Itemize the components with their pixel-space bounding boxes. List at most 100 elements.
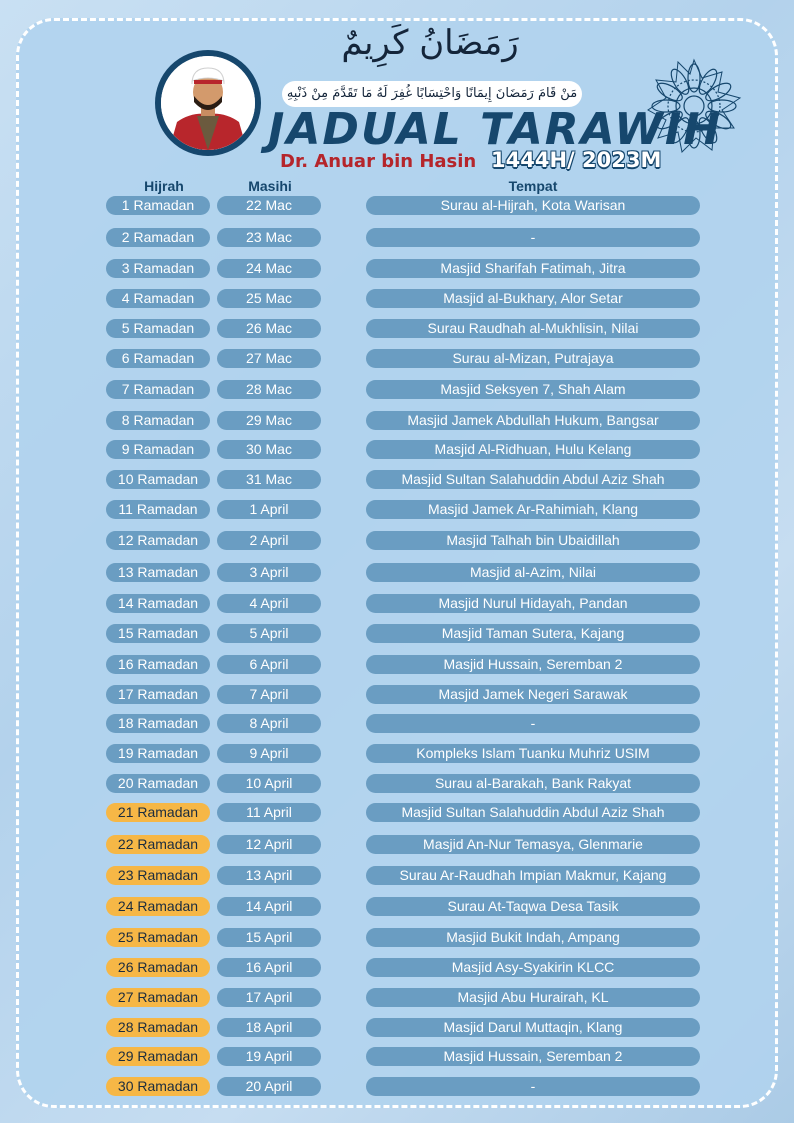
masihi-date: 18 April: [217, 1018, 321, 1037]
column-header-tempat: Tempat: [508, 178, 558, 194]
table-row: 11 Ramadan 1 April Masjid Jamek Ar-Rahimia…: [0, 500, 794, 519]
venue: Surau At-Taqwa Desa Tasik: [366, 897, 700, 916]
venue: Surau al-Mizan, Putrajaya: [366, 349, 700, 368]
page-title: JADUAL TARAWIH: [268, 104, 723, 155]
table-row: 5 Ramadan 26 Mac Surau Raudhah al-Mukhlisi…: [0, 319, 794, 338]
venue: Masjid Abu Hurairah, KL: [366, 988, 700, 1007]
hijrah-date: 10 Ramadan: [106, 470, 210, 489]
hijrah-date: 11 Ramadan: [106, 500, 210, 519]
masihi-date: 15 April: [217, 928, 321, 947]
masihi-date: 28 Mac: [217, 380, 321, 399]
table-row: 20 Ramadan 10 April Surau al-Barakah, Bank…: [0, 774, 794, 793]
hijrah-date: 16 Ramadan: [106, 655, 210, 674]
table-row: 13 Ramadan 3 April Masjid al-Azim, Nilai: [0, 563, 794, 582]
venue: Masjid Bukit Indah, Ampang: [366, 928, 700, 947]
masihi-date: 20 April: [217, 1077, 321, 1096]
table-row: 28 Ramadan 18 April Masjid Darul Muttaqin,…: [0, 1018, 794, 1037]
hijrah-date: 2 Ramadan: [106, 228, 210, 247]
table-row: 7 Ramadan 28 Mac Masjid Seksyen 7, Shah Al…: [0, 380, 794, 399]
hijrah-date: 21 Ramadan: [106, 803, 210, 822]
hijrah-date: 29 Ramadan: [106, 1047, 210, 1066]
venue: Surau Raudhah al-Mukhlisin, Nilai: [366, 319, 700, 338]
table-row: 2 Ramadan 23 Mac -: [0, 228, 794, 247]
hijrah-date: 8 Ramadan: [106, 411, 210, 430]
table-row: 3 Ramadan 24 Mac Masjid Sharifah Fatimah, …: [0, 259, 794, 278]
masihi-date: 12 April: [217, 835, 321, 854]
hijrah-date: 28 Ramadan: [106, 1018, 210, 1037]
masihi-date: 24 Mac: [217, 259, 321, 278]
ramadan-kareem-calligraphy: رَمَضَانُ كَرِيمٌ: [341, 23, 519, 63]
venue: Masjid al-Bukhary, Alor Setar: [366, 289, 700, 308]
venue: Masjid Talhah bin Ubaidillah: [366, 531, 700, 550]
table-row: 17 Ramadan 7 April Masjid Jamek Negeri Sar…: [0, 685, 794, 704]
masihi-date: 9 April: [217, 744, 321, 763]
venue: Masjid Sharifah Fatimah, Jitra: [366, 259, 700, 278]
hijrah-date: 27 Ramadan: [106, 988, 210, 1007]
year-label: 1444H/ 2023M: [491, 148, 662, 172]
masihi-date: 14 April: [217, 897, 321, 916]
hijrah-date: 22 Ramadan: [106, 835, 210, 854]
author-name: Dr. Anuar bin Hasin: [280, 151, 477, 172]
venue: Masjid Jamek Ar-Rahimiah, Klang: [366, 500, 700, 519]
hijrah-date: 19 Ramadan: [106, 744, 210, 763]
column-header-masihi: Masihi: [248, 178, 292, 194]
hijrah-date: 5 Ramadan: [106, 319, 210, 338]
hijrah-date: 3 Ramadan: [106, 259, 210, 278]
table-row: 8 Ramadan 29 Mac Masjid Jamek Abdullah Huk…: [0, 411, 794, 430]
hijrah-date: 18 Ramadan: [106, 714, 210, 733]
speaker-avatar: [155, 50, 261, 156]
masihi-date: 30 Mac: [217, 440, 321, 459]
table-row: 25 Ramadan 15 April Masjid Bukit Indah, Am…: [0, 928, 794, 947]
masihi-date: 17 April: [217, 988, 321, 1007]
masihi-date: 10 April: [217, 774, 321, 793]
masihi-date: 7 April: [217, 685, 321, 704]
masihi-date: 26 Mac: [217, 319, 321, 338]
masihi-date: 13 April: [217, 866, 321, 885]
hijrah-date: 1 Ramadan: [106, 196, 210, 215]
table-row: 29 Ramadan 19 April Masjid Hussain, Seremb…: [0, 1047, 794, 1066]
masihi-date: 5 April: [217, 624, 321, 643]
masihi-date: 1 April: [217, 500, 321, 519]
column-header-hijrah: Hijrah: [144, 178, 184, 194]
venue: Masjid Hussain, Seremban 2: [366, 655, 700, 674]
hijrah-date: 7 Ramadan: [106, 380, 210, 399]
table-row: 14 Ramadan 4 April Masjid Nurul Hidayah, P…: [0, 594, 794, 613]
table-row: 27 Ramadan 17 April Masjid Abu Hurairah, K…: [0, 988, 794, 1007]
table-row: 30 Ramadan 20 April -: [0, 1077, 794, 1096]
table-row: 15 Ramadan 5 April Masjid Taman Sutera, Ka…: [0, 624, 794, 643]
venue: Masjid Taman Sutera, Kajang: [366, 624, 700, 643]
masihi-date: 16 April: [217, 958, 321, 977]
hijrah-date: 4 Ramadan: [106, 289, 210, 308]
venue: Surau al-Barakah, Bank Rakyat: [366, 774, 700, 793]
venue: Masjid Darul Muttaqin, Klang: [366, 1018, 700, 1037]
table-row: 12 Ramadan 2 April Masjid Talhah bin Ubaid…: [0, 531, 794, 550]
table-row: 19 Ramadan 9 April Kompleks Islam Tuanku M…: [0, 744, 794, 763]
hijrah-date: 6 Ramadan: [106, 349, 210, 368]
venue: Masjid Sultan Salahuddin Abdul Aziz Shah: [366, 803, 700, 822]
hijrah-date: 14 Ramadan: [106, 594, 210, 613]
masihi-date: 29 Mac: [217, 411, 321, 430]
masihi-date: 6 April: [217, 655, 321, 674]
masihi-date: 19 April: [217, 1047, 321, 1066]
masihi-date: 22 Mac: [217, 196, 321, 215]
venue: Masjid Sultan Salahuddin Abdul Aziz Shah: [366, 470, 700, 489]
hijrah-date: 12 Ramadan: [106, 531, 210, 550]
table-row: 21 Ramadan 11 April Masjid Sultan Salahudd…: [0, 803, 794, 822]
table-row: 9 Ramadan 30 Mac Masjid Al-Ridhuan, Hulu K…: [0, 440, 794, 459]
masihi-date: 31 Mac: [217, 470, 321, 489]
venue: Surau Ar-Raudhah Impian Makmur, Kajang: [366, 866, 700, 885]
table-row: 22 Ramadan 12 April Masjid An-Nur Temasya,…: [0, 835, 794, 854]
venue: Masjid Nurul Hidayah, Pandan: [366, 594, 700, 613]
venue: Masjid Jamek Negeri Sarawak: [366, 685, 700, 704]
hijrah-date: 9 Ramadan: [106, 440, 210, 459]
hadith-banner: مَنْ قَامَ رَمَضَانَ إِيمَانًا وَاحْتِسَ…: [282, 81, 582, 107]
hijrah-date: 26 Ramadan: [106, 958, 210, 977]
hijrah-date: 15 Ramadan: [106, 624, 210, 643]
venue: Masjid Hussain, Seremban 2: [366, 1047, 700, 1066]
masihi-date: 2 April: [217, 531, 321, 550]
table-row: 24 Ramadan 14 April Surau At-Taqwa Desa Ta…: [0, 897, 794, 916]
table-row: 18 Ramadan 8 April -: [0, 714, 794, 733]
table-row: 6 Ramadan 27 Mac Surau al-Mizan, Putrajaya: [0, 349, 794, 368]
masihi-date: 25 Mac: [217, 289, 321, 308]
hijrah-date: 13 Ramadan: [106, 563, 210, 582]
